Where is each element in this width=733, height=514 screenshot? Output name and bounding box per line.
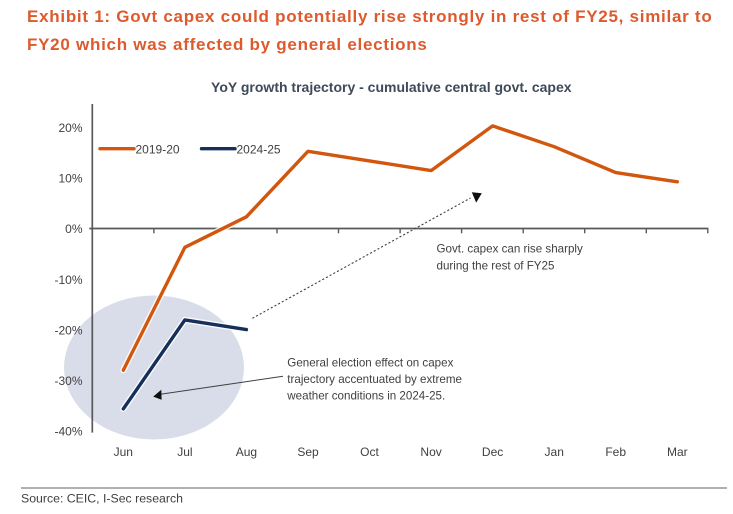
svg-text:Jan: Jan [545,445,564,459]
svg-text:General election effect on cap: General election effect on capex [287,357,453,370]
svg-text:Feb: Feb [605,445,626,459]
svg-text:10%: 10% [58,172,82,186]
svg-text:-20%: -20% [54,324,82,338]
svg-text:-30%: -30% [54,374,82,388]
svg-text:-40%: -40% [54,425,82,439]
svg-text:2019-20: 2019-20 [136,142,180,156]
svg-text:trajectory accentuated by extr: trajectory accentuated by extreme [287,373,462,386]
svg-text:Oct: Oct [360,445,379,459]
svg-text:Sep: Sep [297,445,319,459]
svg-text:0%: 0% [65,222,83,236]
svg-text:Govt. capex can rise sharply: Govt. capex can rise sharply [437,243,583,256]
svg-text:Jun: Jun [114,445,133,459]
svg-text:YoY growth trajectory - cumula: YoY growth trajectory - cumulative centr… [211,79,572,95]
svg-text:weather conditions in 2024-25.: weather conditions in 2024-25. [286,390,445,403]
svg-text:during the rest of FY25: during the rest of FY25 [437,260,555,273]
svg-text:Jul: Jul [177,445,192,459]
svg-text:Mar: Mar [667,445,688,459]
svg-text:Source: CEIC, I-Sec research: Source: CEIC, I-Sec research [21,492,183,506]
svg-text:Nov: Nov [420,445,441,459]
svg-text:20%: 20% [58,121,82,135]
svg-text:-10%: -10% [54,273,82,287]
svg-text:Aug: Aug [236,445,257,459]
svg-text:Dec: Dec [482,445,503,459]
svg-text:2024-25: 2024-25 [237,142,281,156]
